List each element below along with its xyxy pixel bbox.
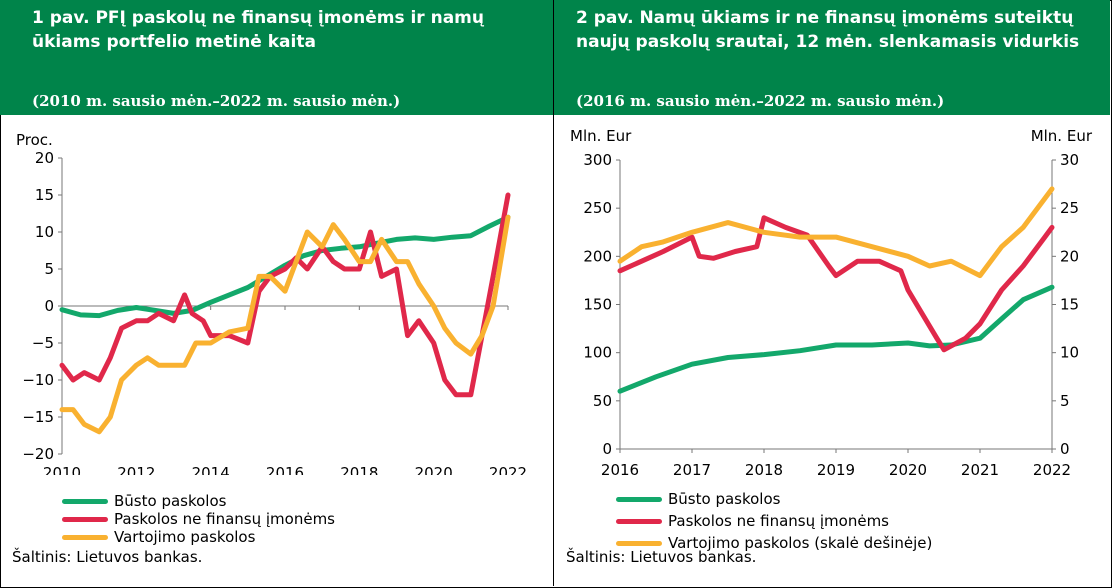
chart-1-subtitle: (2010 m. sausio mėn.–2022 m. sausio mėn.…: [32, 92, 401, 110]
y-tick-label-right: 25: [1060, 199, 1079, 217]
x-tick-label: 2012: [117, 464, 155, 475]
legend-swatch-consumer: [62, 535, 108, 540]
x-tick-label: 2022: [489, 464, 527, 475]
y-axis-label: Proc.: [16, 131, 53, 149]
series-line-vartojimo-paskolos-skal-de-in-je: [617, 186, 1055, 279]
x-tick-label: 2021: [961, 461, 999, 475]
x-tick-label: 2014: [192, 464, 230, 475]
chart-2-source: Šaltinis: Lietuvos bankas.: [566, 548, 757, 566]
y-tick-label: 100: [583, 344, 612, 362]
chart-2-subtitle: (2016 m. sausio mėn.–2022 m. sausio mėn.…: [576, 92, 945, 110]
legend-label-companies: Paskolos ne finansų įmonėms: [668, 512, 890, 530]
series-line-paskolos-ne-finans-mon-ms: [59, 192, 511, 398]
y-tick-label: 250: [583, 199, 612, 217]
x-tick-label: 2016: [266, 464, 304, 475]
y-tick-label: 0: [602, 440, 612, 458]
legend-label-consumer: Vartojimo paskolos (skalė dešinėje): [668, 534, 933, 552]
y-axis-label: Mln. Eur: [570, 127, 632, 145]
y-tick-label-right: 30: [1060, 151, 1079, 169]
x-tick-label: 2020: [415, 464, 453, 475]
chart-2-header: 2 pav. Namų ūkiams ir ne finansų įmonėms…: [554, 0, 1110, 115]
legend-item-companies: Paskolos ne finansų įmonėms: [616, 510, 932, 532]
y-tick-label: 0: [44, 297, 54, 315]
chart-1-title: 1 pav. PFĮ paskolų ne finansų įmonėms ir…: [32, 8, 485, 52]
y-tick-label: 300: [583, 151, 612, 169]
y-tick-label: 15: [35, 186, 54, 204]
legend-label-housing: Būsto paskolos: [114, 492, 227, 510]
y-tick-label-right: 10: [1060, 344, 1079, 362]
x-tick-label: 2018: [745, 461, 783, 475]
y-tick-label: 20: [35, 149, 54, 167]
y-tick-label: 150: [583, 296, 612, 314]
x-tick-label: 2022: [1033, 461, 1071, 475]
x-tick-label: 2016: [601, 461, 639, 475]
legend-label-housing: Būsto paskolos: [668, 490, 781, 508]
x-tick-label: 2017: [673, 461, 711, 475]
y-tick-label: −20: [22, 445, 54, 463]
series-line-b-sto-paskolos: [59, 214, 511, 319]
legend-swatch-housing: [62, 499, 108, 504]
legend-item-consumer: Vartojimo paskolos: [62, 528, 335, 546]
y-tick-label: 10: [35, 223, 54, 241]
x-tick-label: 2020: [889, 461, 927, 475]
legend-label-companies: Paskolos ne finansų įmonėms: [114, 510, 336, 528]
y-tick-label-right: 0: [1060, 440, 1070, 458]
legend-item-consumer: Vartojimo paskolos (skalė dešinėje): [616, 532, 932, 554]
legend-swatch-consumer: [616, 541, 662, 546]
y-tick-label: −10: [22, 371, 54, 389]
chart-1-source: Šaltinis: Lietuvos bankas.: [12, 548, 203, 566]
y-tick-label-right: 5: [1060, 392, 1070, 410]
chart-1-header: 1 pav. PFĮ paskolų ne finansų įmonėms ir…: [0, 0, 553, 115]
y-tick-label: 50: [593, 392, 612, 410]
legend-item-companies: Paskolos ne finansų įmonėms: [62, 510, 335, 528]
legend-swatch-companies: [616, 519, 662, 524]
legend-swatch-housing: [616, 497, 662, 502]
series-line-paskolos-ne-finans-mon-ms: [617, 215, 1055, 353]
series-line-vartojimo-paskolos: [59, 214, 511, 435]
chart-1-legend: Būsto paskolos Paskolos ne finansų įmonė…: [62, 492, 335, 546]
y-tick-label-right: 20: [1060, 247, 1079, 265]
x-tick-label: 2019: [817, 461, 855, 475]
legend-item-housing: Būsto paskolos: [62, 492, 335, 510]
y-tick-label: −5: [32, 334, 54, 352]
legend-label-consumer: Vartojimo paskolos: [114, 528, 256, 546]
x-tick-label: 2010: [43, 464, 81, 475]
chart-panel-1: 1 pav. PFĮ paskolų ne finansų įmonėms ir…: [0, 0, 554, 586]
legend-item-housing: Būsto paskolos: [616, 488, 932, 510]
chart-2-legend: Būsto paskolos Paskolos ne finansų įmonė…: [616, 488, 932, 554]
chart-2-title: 2 pav. Namų ūkiams ir ne finansų įmonėms…: [576, 8, 1080, 52]
y-tick-label: 200: [583, 247, 612, 265]
series-line-b-sto-paskolos: [617, 284, 1055, 394]
y-tick-label: −15: [22, 408, 54, 426]
y-axis-label-right: Mln. Eur: [1031, 127, 1093, 145]
chart-panel-2: 2 pav. Namų ūkiams ir ne finansų įmonėms…: [554, 0, 1110, 586]
legend-swatch-companies: [62, 517, 108, 522]
y-tick-label: 5: [44, 260, 54, 278]
y-tick-label-right: 15: [1060, 296, 1079, 314]
x-tick-label: 2018: [340, 464, 378, 475]
